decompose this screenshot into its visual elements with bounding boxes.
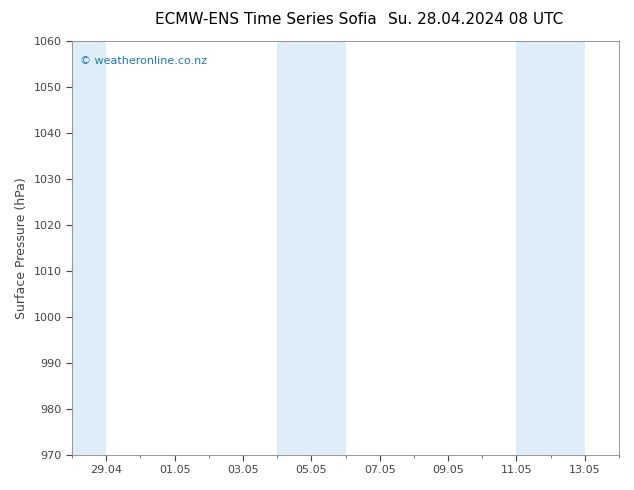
Text: ECMW-ENS Time Series Sofia: ECMW-ENS Time Series Sofia [155,12,377,27]
Text: © weatheronline.co.nz: © weatheronline.co.nz [81,55,207,66]
Text: Su. 28.04.2024 08 UTC: Su. 28.04.2024 08 UTC [388,12,563,27]
Bar [72,41,107,455]
Bar [517,41,585,455]
Bar [277,41,346,455]
Y-axis label: Surface Pressure (hPa): Surface Pressure (hPa) [15,177,28,318]
